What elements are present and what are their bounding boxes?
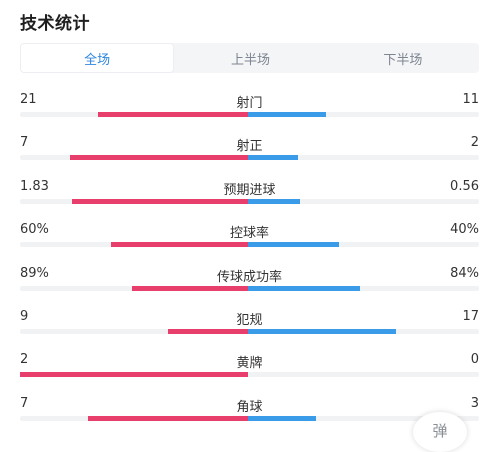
stat-row: 7 角球 3 bbox=[20, 396, 479, 440]
away-value: 40% bbox=[450, 222, 479, 238]
stat-label: 黄牌 bbox=[236, 356, 263, 372]
home-bar bbox=[88, 415, 248, 421]
away-bar bbox=[248, 155, 298, 161]
stat-row: 9 犯规 17 bbox=[20, 309, 479, 353]
stat-row: 60% 控球率 40% bbox=[20, 222, 479, 266]
away-value: 2 bbox=[470, 135, 479, 151]
away-value: 17 bbox=[462, 309, 479, 324]
tab-second-half[interactable]: 下半场 bbox=[383, 52, 423, 68]
home-bar bbox=[70, 155, 248, 161]
stat-label: 预期进球 bbox=[223, 182, 276, 198]
period-tabs: 全场 上半场 下半场 bbox=[20, 43, 479, 73]
away-bar bbox=[248, 285, 360, 291]
tab-first-half[interactable]: 上半场 bbox=[230, 52, 270, 68]
away-value: 0 bbox=[470, 352, 479, 368]
stat-label: 控球率 bbox=[229, 226, 269, 242]
stat-label: 角球 bbox=[236, 399, 263, 415]
stat-label: 传球成功率 bbox=[216, 269, 282, 285]
home-value: 7 bbox=[20, 395, 29, 411]
home-bar bbox=[72, 198, 248, 204]
home-bar bbox=[20, 372, 248, 378]
home-value: 21 bbox=[20, 92, 37, 107]
home-value: 2 bbox=[20, 352, 29, 368]
stat-label: 犯规 bbox=[236, 313, 263, 328]
home-value: 9 bbox=[20, 309, 29, 324]
home-value: 89% bbox=[20, 265, 49, 281]
home-bar bbox=[132, 285, 248, 291]
stat-label: 射门 bbox=[236, 96, 263, 111]
away-value: 0.56 bbox=[450, 178, 479, 194]
home-bar bbox=[98, 112, 248, 117]
stat-label: 射正 bbox=[236, 139, 263, 155]
away-bar bbox=[248, 112, 326, 117]
home-bar bbox=[111, 242, 248, 248]
home-bar bbox=[168, 329, 248, 334]
away-bar bbox=[248, 198, 300, 204]
page-title: 技术统计 bbox=[20, 14, 90, 34]
danmaku-button[interactable]: 弹 bbox=[413, 412, 467, 452]
home-value: 7 bbox=[20, 135, 29, 151]
danmaku-button-label: 弹 bbox=[432, 422, 448, 440]
tab-full-match[interactable]: 全场 bbox=[20, 43, 175, 73]
home-value: 1.83 bbox=[20, 178, 49, 194]
stat-row: 1.83 预期进球 0.56 bbox=[20, 179, 479, 223]
home-value: 60% bbox=[20, 222, 49, 238]
stat-row: 2 黄牌 0 bbox=[20, 352, 479, 396]
away-value: 84% bbox=[450, 265, 479, 281]
bar-track bbox=[20, 372, 479, 378]
away-bar bbox=[248, 329, 396, 334]
stat-row: 21 射门 11 bbox=[20, 92, 479, 136]
away-value: 3 bbox=[470, 395, 479, 411]
stat-row: 89% 传球成功率 84% bbox=[20, 266, 479, 310]
stat-row: 7 射正 2 bbox=[20, 135, 479, 179]
away-bar bbox=[248, 242, 339, 248]
away-bar bbox=[248, 415, 316, 421]
away-value: 11 bbox=[462, 92, 479, 107]
